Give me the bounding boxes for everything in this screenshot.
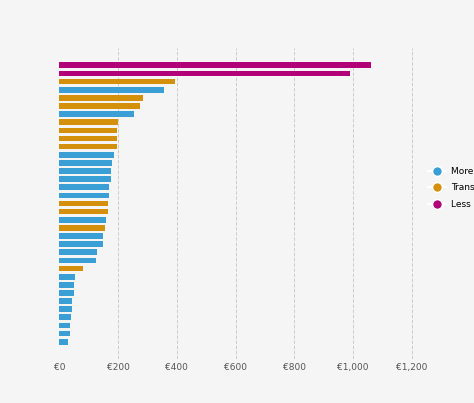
Bar — [59, 62, 371, 68]
Bar — [59, 111, 134, 117]
Bar — [59, 298, 73, 304]
Bar — [59, 136, 117, 141]
Bar — [59, 87, 164, 93]
Bar — [59, 168, 110, 174]
Bar — [59, 176, 110, 182]
Bar — [59, 71, 350, 76]
Bar — [59, 217, 106, 222]
Bar — [59, 266, 83, 271]
Bar — [59, 225, 105, 231]
Bar — [59, 185, 109, 190]
Bar — [59, 258, 96, 263]
Bar — [59, 274, 75, 280]
Bar — [59, 119, 118, 125]
Bar — [59, 290, 74, 296]
Bar — [59, 241, 103, 247]
Bar — [59, 95, 143, 101]
Bar — [59, 331, 70, 337]
Bar — [59, 339, 68, 345]
Bar — [59, 201, 108, 206]
Bar — [59, 103, 140, 109]
Bar — [59, 323, 70, 328]
Bar — [59, 152, 114, 158]
Bar — [59, 306, 73, 312]
Bar — [59, 249, 98, 255]
Bar — [59, 127, 117, 133]
Bar — [59, 282, 74, 288]
Bar — [59, 144, 117, 150]
Bar — [59, 160, 112, 166]
Bar — [59, 193, 109, 198]
Bar — [59, 314, 71, 320]
Bar — [59, 233, 103, 239]
Bar — [59, 209, 108, 214]
Legend: More Developed, Transition, Less Developed: More Developed, Transition, Less Develop… — [428, 167, 474, 209]
Bar — [59, 79, 175, 84]
